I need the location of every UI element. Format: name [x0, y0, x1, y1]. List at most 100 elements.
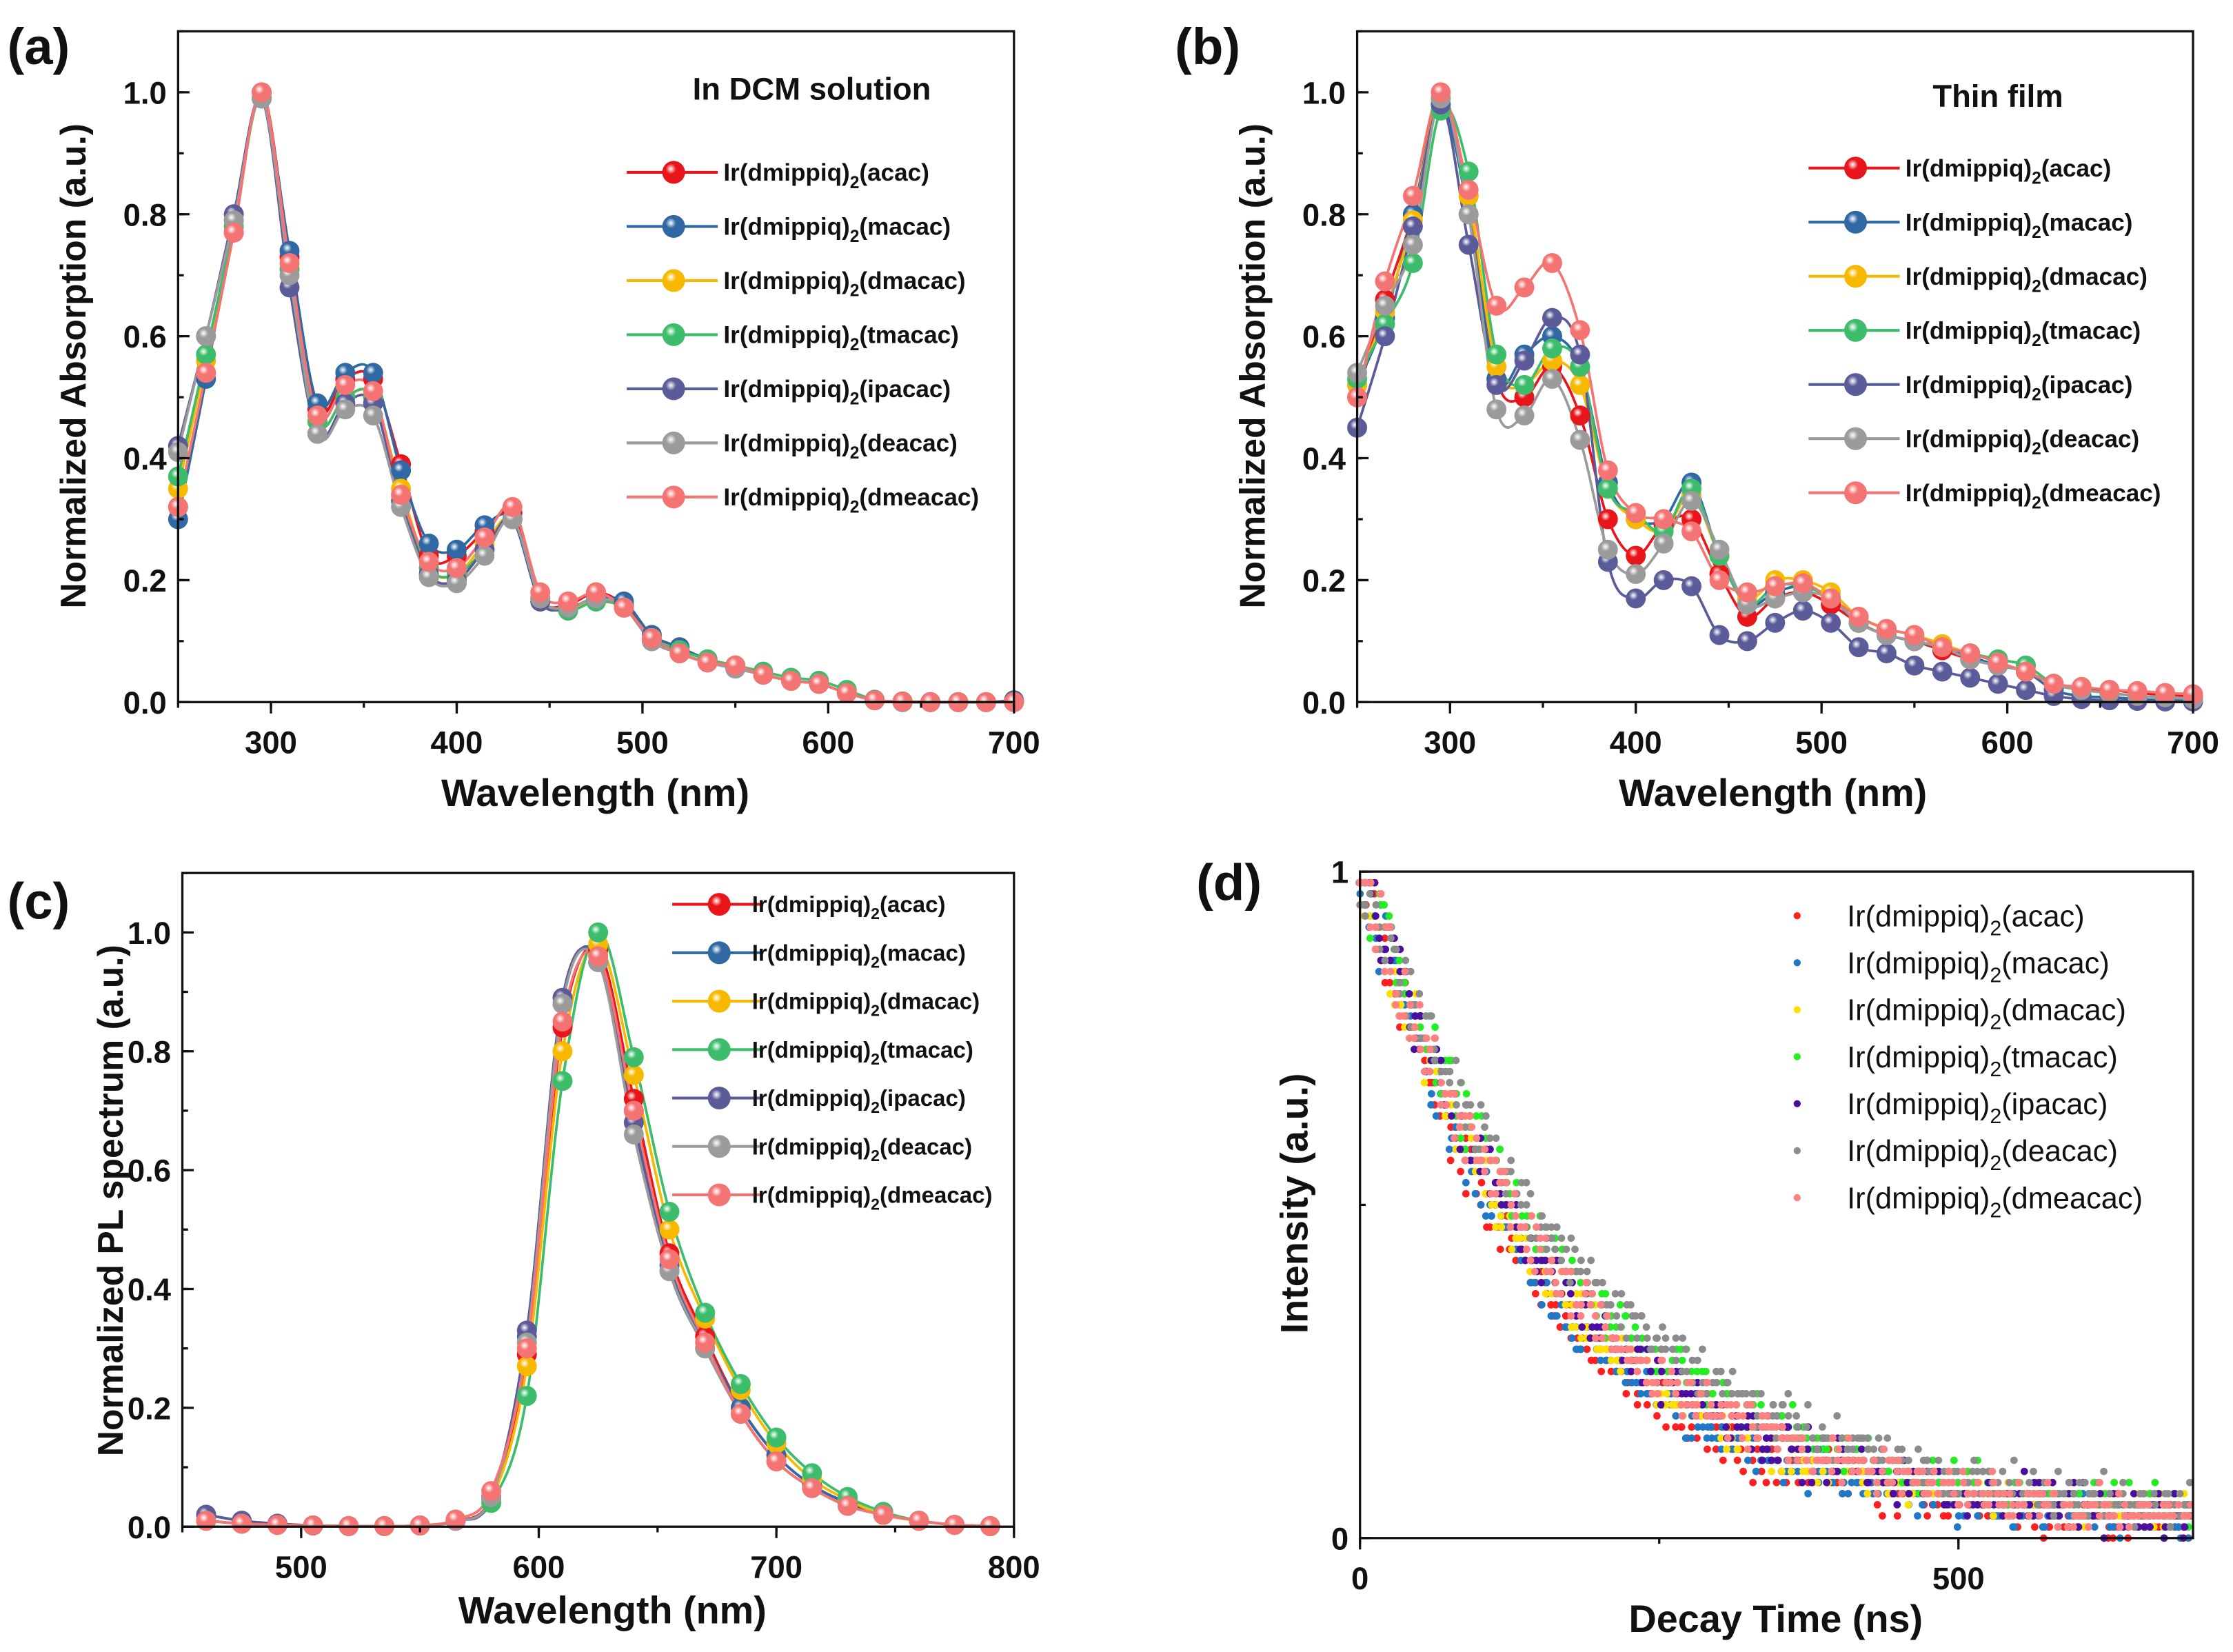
y-tick-label: 0.6 — [123, 319, 167, 354]
decay-point — [1386, 956, 1394, 965]
legend-label: Ir(dmippiq)2(dmacac) — [1847, 994, 2126, 1034]
legend-subscript: 2 — [871, 953, 880, 971]
legend-prefix: Ir(dmippiq) — [1906, 210, 2032, 236]
legend-prefix: Ir(dmippiq) — [723, 430, 849, 457]
legend-ligand: (ipacac) — [2001, 1088, 2108, 1121]
decay-point — [1979, 1489, 1987, 1498]
decay-point — [2055, 1512, 2063, 1520]
decay-point — [1445, 1056, 1453, 1065]
data-point — [1681, 521, 1702, 542]
decay-point — [1930, 1501, 1937, 1509]
decay-point — [1818, 1423, 1826, 1431]
legend-item: Ir(dmippiq)2(tmacac) — [626, 322, 959, 354]
legend-ligand: (ipacac) — [859, 376, 951, 403]
decay-point — [1402, 956, 1410, 965]
series-line — [1355, 97, 2194, 701]
decay-point — [1950, 1456, 1958, 1464]
decay-point — [1481, 1123, 1488, 1131]
decay-point — [1863, 1489, 1872, 1498]
decay-point — [2041, 1523, 2049, 1531]
legend-marker — [1843, 481, 1868, 505]
data-point — [1988, 652, 2008, 673]
legend-ligand: (acac) — [2041, 155, 2112, 182]
decay-point — [1934, 1489, 1943, 1498]
decay-point — [1692, 1412, 1700, 1420]
decay-point — [1875, 1434, 1883, 1442]
decay-point — [1643, 1401, 1651, 1409]
data-point — [1653, 570, 1674, 590]
decay-point — [1948, 1478, 1957, 1487]
legend-subscript: 2 — [2032, 223, 2041, 242]
decay-point — [2064, 1523, 2072, 1531]
decay-point — [1848, 1456, 1857, 1464]
decay-point — [2176, 1489, 2184, 1498]
legend-subscript: 2 — [1990, 1105, 2001, 1128]
decay-point — [1457, 1134, 1465, 1142]
decay-point — [1472, 1112, 1480, 1120]
decay-point — [1562, 1245, 1570, 1253]
decay-point — [1898, 1489, 1906, 1498]
decay-point — [1586, 1334, 1595, 1342]
legend-marker — [662, 377, 685, 401]
decay-point — [2139, 1501, 2148, 1509]
legend-prefix: Ir(dmippiq) — [723, 376, 849, 403]
legend-item: Ir(dmippiq)2(ipacac) — [1808, 372, 2133, 405]
decay-point — [1661, 1345, 1670, 1353]
decay-point — [1732, 1401, 1740, 1409]
decay-point — [1461, 1156, 1469, 1165]
decay-point — [2060, 1489, 2068, 1498]
data-point — [1653, 509, 1674, 530]
data-point — [1458, 234, 1479, 255]
y-tick-label: 0.2 — [128, 1391, 171, 1426]
data-point — [1542, 253, 1562, 273]
data-point — [1514, 277, 1535, 298]
decay-point — [1668, 1367, 1675, 1376]
legend-ligand: (dmeacac) — [880, 1183, 992, 1209]
decay-point — [1416, 1012, 1424, 1020]
decay-point — [1548, 1234, 1556, 1242]
y-tick-label: 0.6 — [128, 1154, 171, 1189]
decay-point — [1712, 1423, 1721, 1431]
decay-point — [1552, 1301, 1560, 1309]
decay-point — [1507, 1201, 1515, 1209]
decay-point — [1698, 1345, 1706, 1353]
data-point — [669, 643, 690, 664]
decay-point — [1522, 1178, 1530, 1187]
decay-point — [1959, 1478, 1968, 1487]
decay-point — [2010, 1523, 2019, 1531]
decay-point — [1381, 934, 1389, 943]
decay-point — [1737, 1423, 1745, 1431]
decay-point — [1627, 1356, 1635, 1364]
plot-area — [1355, 878, 2194, 1542]
decay-point — [2036, 1512, 2043, 1520]
decay-point — [1552, 1278, 1559, 1287]
decay-point — [1647, 1367, 1655, 1376]
y-tick-label: 0.6 — [1302, 319, 1346, 354]
decay-point — [1697, 1412, 1706, 1420]
decay-point — [1653, 1412, 1661, 1420]
legend-ligand: (deacac) — [2001, 1135, 2118, 1168]
decay-point — [1633, 1334, 1641, 1342]
y-tick-label: 1.0 — [1302, 75, 1346, 110]
decay-point — [1581, 1289, 1589, 1298]
decay-point — [1410, 1045, 1418, 1054]
legend-item: Ir(dmippiq)2(tmacac) — [672, 1038, 973, 1068]
decay-point — [1567, 1267, 1575, 1276]
legend-label: Ir(dmippiq)2(tmacac) — [1906, 317, 2141, 350]
series-line — [205, 931, 991, 1528]
data-point — [391, 460, 412, 481]
x-tick-label: 400 — [1610, 725, 1662, 760]
legend-marker — [1843, 210, 1868, 234]
decay-point — [1467, 1134, 1475, 1142]
decay-point — [1462, 1178, 1470, 1187]
decay-point — [1526, 1189, 1535, 1198]
decay-point — [1548, 1223, 1555, 1231]
legend-ligand: (tmacac) — [859, 322, 958, 349]
decay-point — [1717, 1367, 1725, 1376]
decay-point — [2014, 1478, 2023, 1487]
data-point — [697, 652, 718, 673]
decay-point — [1360, 878, 1368, 887]
decay-point — [1416, 1023, 1424, 1031]
decay-point — [1872, 1489, 1881, 1498]
decay-point — [2030, 1467, 2037, 1475]
